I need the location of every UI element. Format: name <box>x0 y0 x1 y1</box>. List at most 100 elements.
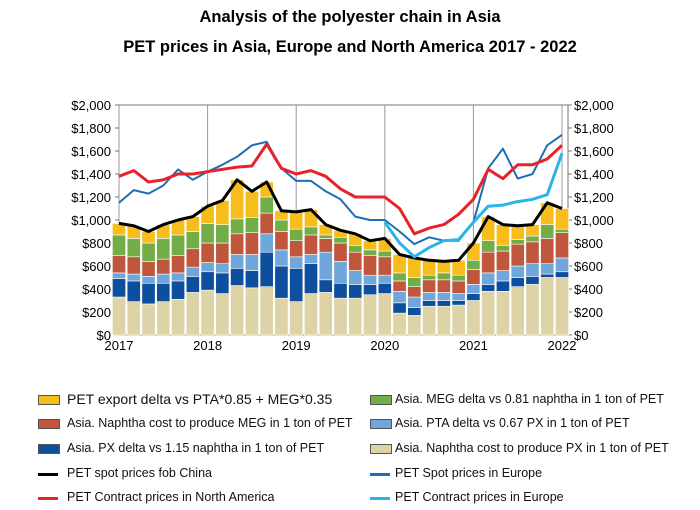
bar-segment-4 <box>156 238 171 260</box>
bar-segment-3 <box>274 231 289 251</box>
bar-segment-3 <box>466 269 481 285</box>
bar-segment-4 <box>466 259 481 270</box>
line-series-0 <box>118 178 563 263</box>
y-tick-label-left: $1,200 <box>71 190 111 205</box>
bar-segment-0 <box>451 304 466 336</box>
bar-segment-1 <box>274 265 289 299</box>
bar-segment-0 <box>422 305 437 336</box>
bar-segment-2 <box>377 274 392 284</box>
bar-segment-0 <box>436 305 451 336</box>
x-tick-label: 2020 <box>370 338 399 353</box>
bar-segment-4 <box>289 228 304 241</box>
bar-segment-3 <box>126 256 141 275</box>
bar-segment-3 <box>259 212 274 235</box>
bar-segment-1 <box>392 302 407 314</box>
bar-segment-0 <box>185 292 200 336</box>
bar-segment-0 <box>555 277 569 336</box>
y-tick-label-right: $400 <box>574 282 603 297</box>
bar-segment-1 <box>259 251 274 287</box>
y-tick-label-left: $400 <box>82 282 111 297</box>
bar-segment-3 <box>407 286 422 298</box>
y-tick-label-right: $200 <box>574 305 603 320</box>
bar-segment-1 <box>466 293 481 301</box>
bar-segment-3 <box>555 232 569 259</box>
bar-segment-2 <box>333 261 348 284</box>
bar-segment-1 <box>171 280 186 300</box>
y-tick-label-right: $1,200 <box>574 190 614 205</box>
bar-segment-5 <box>407 257 422 278</box>
bar-segment-4 <box>363 249 377 256</box>
bar-segment-4 <box>141 242 156 262</box>
bar-segment-4 <box>244 217 259 233</box>
bar-segment-2 <box>348 270 363 285</box>
bar-segment-0 <box>333 297 348 336</box>
bar-segment-1 <box>377 282 392 294</box>
bar-segment-1 <box>348 284 363 299</box>
bar-segment-3 <box>230 233 245 255</box>
y-tick-label-right: $800 <box>574 236 603 251</box>
bar-segment-3 <box>540 238 555 264</box>
bar-segment-0 <box>348 297 363 336</box>
bar-segment-1 <box>141 282 156 305</box>
bar-segment-2 <box>555 257 569 273</box>
bar-segment-2 <box>481 272 496 285</box>
bar-segment-3 <box>333 242 348 262</box>
bar-segment-5 <box>244 190 259 219</box>
y-tick-label-left: $600 <box>82 259 111 274</box>
bar-segment-2 <box>112 272 126 279</box>
legend-swatch <box>370 395 392 405</box>
x-tick-label: 2021 <box>459 338 488 353</box>
bar-segment-0 <box>156 301 171 336</box>
legend-label: PET Contract prices in Europe <box>395 490 564 504</box>
bar-segment-4 <box>377 250 392 258</box>
bar-segment-2 <box>525 263 540 277</box>
bar-segment-5 <box>392 254 407 274</box>
y-tick-label-right: $1,400 <box>574 167 614 182</box>
bar-segment-3 <box>392 280 407 292</box>
bar-segment-3 <box>304 234 318 255</box>
bar-segment-0 <box>304 293 318 336</box>
legend-label: PET export delta vs PTA*0.85 + MEG*0.35 <box>67 391 333 407</box>
bar-segment-1 <box>422 300 437 307</box>
bar-segment-4 <box>422 274 437 281</box>
bar-segment-1 <box>451 300 466 306</box>
bar-segment-5 <box>466 242 481 261</box>
chart-subtitle: PET prices in Asia, Europe and North Ame… <box>123 38 577 56</box>
bar-segment-1 <box>215 272 230 294</box>
bar-segment-2 <box>407 296 422 308</box>
bar-segment-2 <box>392 290 407 304</box>
bar-segment-0 <box>112 296 126 336</box>
bar-segment-2 <box>466 284 481 294</box>
bar-segment-4 <box>200 223 215 244</box>
legend-label: PET spot prices fob China <box>67 466 212 480</box>
bar-segment-2 <box>304 254 318 264</box>
bar-segment-3 <box>436 279 451 293</box>
x-tick-label: 2018 <box>193 338 222 353</box>
bar-segment-2 <box>156 273 171 284</box>
bar-segment-2 <box>422 292 437 301</box>
y-tick-label-left: $800 <box>82 236 111 251</box>
bar-segment-5 <box>141 231 156 244</box>
chart-title: Analysis of the polyester chain in Asia <box>199 8 501 26</box>
bar-segment-4 <box>274 219 289 232</box>
bar-segment-2 <box>200 262 215 273</box>
bar-segment-2 <box>540 263 555 275</box>
bar-segment-4 <box>333 236 348 244</box>
bar-segment-0 <box>318 292 333 336</box>
bar-segment-0 <box>126 301 141 336</box>
bar-segment-0 <box>141 303 156 336</box>
bar-segment-5 <box>510 225 525 240</box>
bar-segment-0 <box>392 312 407 336</box>
bar-segment-4 <box>525 235 540 243</box>
bar-segment-4 <box>510 239 525 245</box>
bar-segment-0 <box>407 315 422 336</box>
bar-segment-5 <box>215 200 230 225</box>
bar-segment-1 <box>112 278 126 298</box>
legend-swatch <box>370 497 390 500</box>
bar-segment-2 <box>171 272 186 282</box>
legend-label: Asia. PX delta vs 1.15 naphtha in 1 ton … <box>67 441 325 455</box>
y-tick-label-right: $600 <box>574 259 603 274</box>
bar-segment-3 <box>481 251 496 274</box>
bar-segment-0 <box>525 284 540 336</box>
